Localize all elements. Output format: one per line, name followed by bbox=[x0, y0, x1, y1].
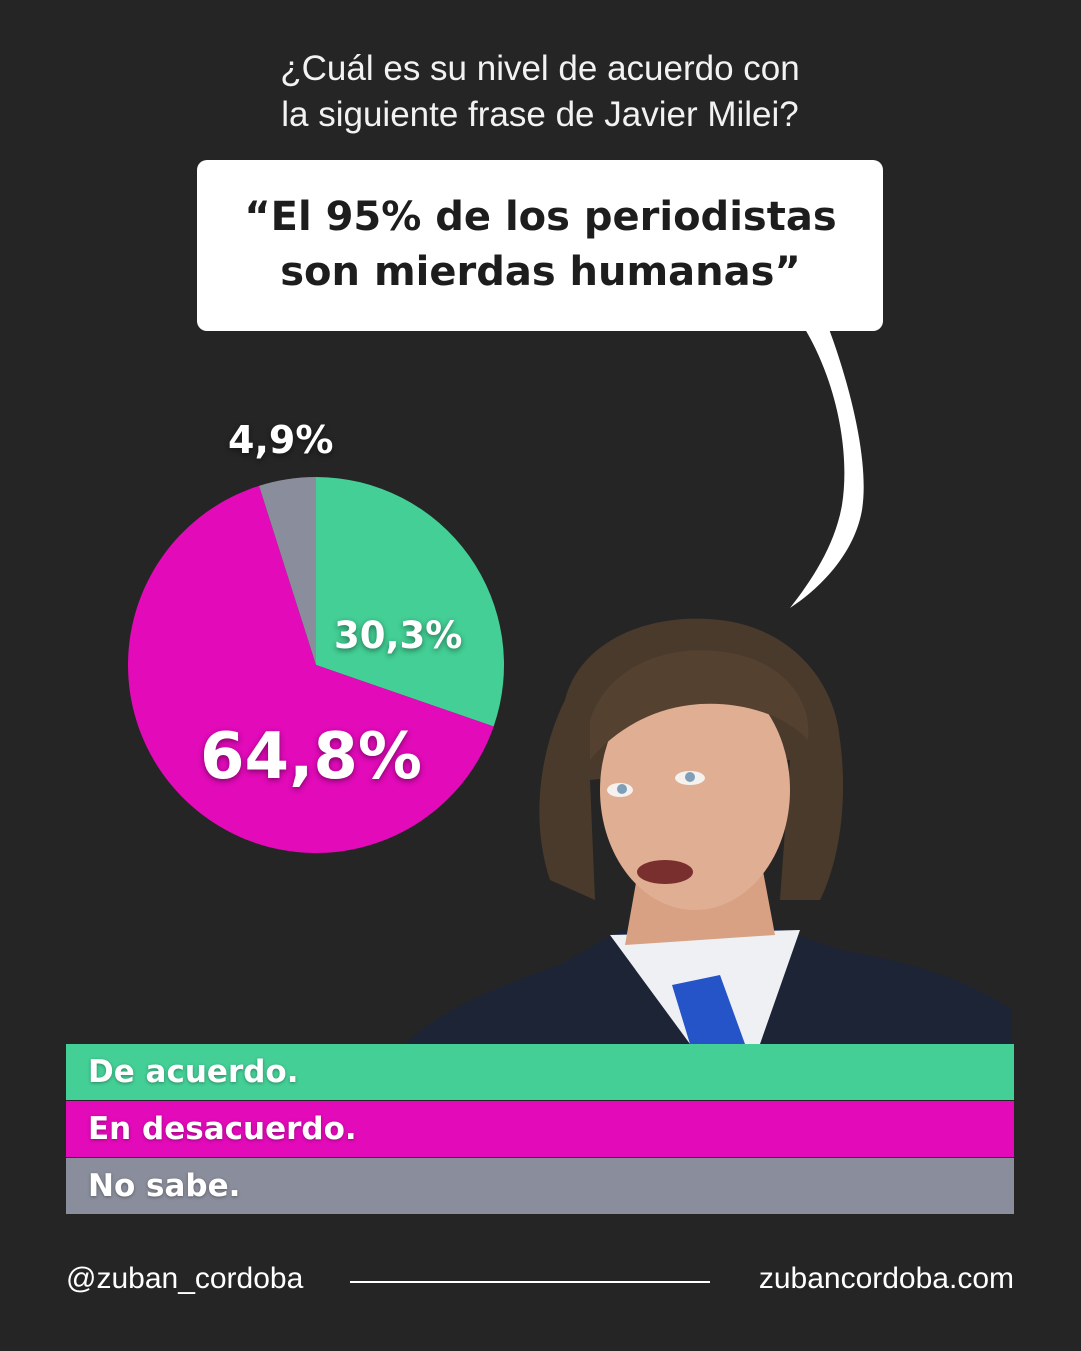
survey-question: ¿Cuál es su nivel de acuerdo con la sigu… bbox=[190, 46, 890, 138]
question-line-2: la siguiente frase de Javier Milei? bbox=[281, 95, 799, 134]
speech-bubble-tail bbox=[790, 329, 864, 608]
legend: De acuerdo. En desacuerdo. No sabe. bbox=[66, 1044, 1014, 1214]
question-line-1: ¿Cuál es su nivel de acuerdo con bbox=[280, 49, 800, 88]
legend-item-en-desacuerdo: En desacuerdo. bbox=[66, 1101, 1014, 1157]
pie-slice-de-acuerdo bbox=[316, 477, 504, 727]
iris-left bbox=[617, 784, 627, 794]
social-handle: @zuban_cordoba bbox=[66, 1262, 304, 1295]
pie-label-en-desacuerdo: 64,8% bbox=[200, 720, 423, 794]
pie-slice-en-desacuerdo bbox=[127, 485, 494, 853]
legend-label-no-sabe: No sabe. bbox=[88, 1168, 241, 1204]
tie-shape bbox=[672, 975, 745, 1044]
quote-text: “El 95% de los periodistas son mierdas h… bbox=[198, 190, 883, 300]
legend-label-de-acuerdo: De acuerdo. bbox=[88, 1054, 299, 1090]
pie-label-de-acuerdo: 30,3% bbox=[334, 614, 463, 657]
pie-slice-no-sabe bbox=[259, 477, 316, 665]
legend-label-en-desacuerdo: En desacuerdo. bbox=[88, 1111, 357, 1147]
website-link: zubancordoba.com bbox=[758, 1262, 1014, 1295]
iris-right bbox=[685, 772, 695, 782]
quote-line-2: son mierdas humanas” bbox=[280, 249, 801, 295]
legend-item-no-sabe: No sabe. bbox=[66, 1158, 1014, 1214]
pie-label-no-sabe: 4,9% bbox=[228, 418, 334, 462]
legend-item-de-acuerdo: De acuerdo. bbox=[66, 1044, 1014, 1100]
speech-bubble-box bbox=[197, 160, 883, 331]
footer-divider bbox=[350, 1281, 710, 1283]
mouth-shape bbox=[637, 860, 693, 884]
face-shape bbox=[600, 670, 790, 910]
hair-fringe-shape bbox=[590, 650, 809, 760]
quote-line-1: “El 95% de los periodistas bbox=[244, 194, 837, 240]
